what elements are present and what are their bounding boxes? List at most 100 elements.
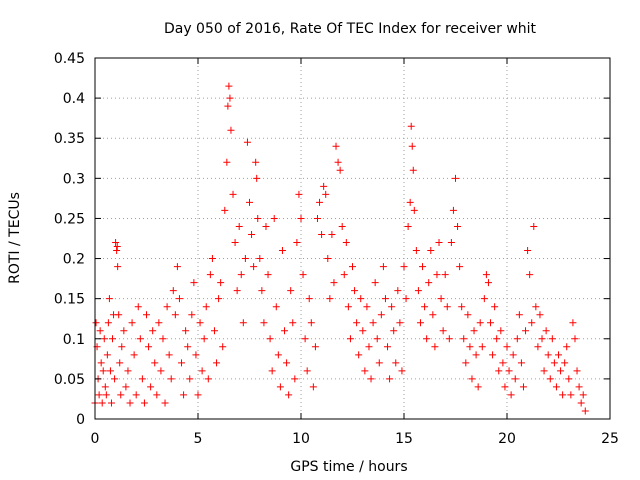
data-point xyxy=(291,375,299,383)
data-point xyxy=(239,319,247,327)
data-point xyxy=(278,247,286,255)
data-point xyxy=(100,335,108,343)
data-point xyxy=(349,263,356,271)
data-point xyxy=(567,391,575,399)
data-point xyxy=(210,327,218,335)
data-point xyxy=(105,295,113,303)
data-point xyxy=(301,335,309,343)
data-point xyxy=(433,271,441,279)
data-point xyxy=(311,343,319,351)
data-point xyxy=(441,271,449,279)
data-point xyxy=(484,279,492,287)
data-point xyxy=(178,359,186,367)
data-point xyxy=(113,243,121,251)
data-point xyxy=(447,239,455,247)
data-point xyxy=(299,271,307,279)
data-point xyxy=(482,271,490,279)
data-point xyxy=(264,271,272,279)
data-point xyxy=(303,367,311,375)
data-point xyxy=(225,82,233,90)
data-point xyxy=(472,351,480,359)
data-point xyxy=(340,271,348,279)
data-point xyxy=(318,230,326,238)
data-point xyxy=(501,383,509,391)
data-point xyxy=(363,303,371,311)
data-point xyxy=(493,335,501,343)
data-point xyxy=(118,343,126,351)
data-point xyxy=(386,375,394,383)
data-point xyxy=(540,367,548,375)
data-point xyxy=(445,335,453,343)
data-point xyxy=(509,351,517,359)
data-point xyxy=(103,351,111,359)
data-point xyxy=(480,295,488,303)
x-tick-label: 25 xyxy=(601,431,619,447)
data-point xyxy=(507,391,515,399)
data-point xyxy=(344,303,352,311)
data-point xyxy=(425,279,433,287)
data-point xyxy=(470,327,478,335)
data-point xyxy=(394,287,402,295)
data-point xyxy=(194,391,202,399)
data-point xyxy=(336,166,344,174)
data-point xyxy=(456,263,464,271)
data-point xyxy=(322,190,330,198)
data-point xyxy=(140,399,148,407)
data-point xyxy=(112,239,120,247)
data-point xyxy=(117,391,125,399)
data-point xyxy=(175,295,183,303)
data-point xyxy=(262,222,270,230)
data-point xyxy=(289,319,297,327)
data-point xyxy=(546,375,554,383)
data-point xyxy=(460,335,468,343)
data-point xyxy=(188,311,196,319)
data-point xyxy=(522,327,530,335)
data-point xyxy=(221,206,229,214)
axis-ticks: 0 0.05 0.1 0.15 0.2 0.25 0.3 0.35 0.4 0.45 0 5 10 15 2… xyxy=(54,51,619,447)
data-point xyxy=(153,391,161,399)
data-point xyxy=(215,295,223,303)
data-point xyxy=(224,102,232,110)
y-tick-label: 0.35 xyxy=(54,131,85,147)
data-point xyxy=(468,375,476,383)
data-point xyxy=(429,311,437,319)
data-point xyxy=(357,295,365,303)
data-point xyxy=(328,230,336,238)
data-point xyxy=(143,311,150,319)
data-point xyxy=(548,335,556,343)
data-point xyxy=(198,367,206,375)
data-point xyxy=(581,407,589,415)
data-point xyxy=(530,222,538,230)
data-point xyxy=(134,303,142,311)
data-point xyxy=(237,271,245,279)
data-point xyxy=(101,383,109,391)
data-point xyxy=(381,295,389,303)
data-point xyxy=(270,214,278,222)
data-point xyxy=(330,279,338,287)
data-point xyxy=(128,319,136,327)
data-points xyxy=(91,82,589,415)
x-tick-label: 0 xyxy=(91,431,100,447)
data-point xyxy=(421,303,429,311)
data-point xyxy=(384,343,392,351)
data-point xyxy=(200,335,208,343)
data-point xyxy=(579,391,587,399)
data-point xyxy=(439,327,447,335)
data-point xyxy=(316,198,324,206)
y-tick-label: 0 xyxy=(76,412,85,428)
data-point xyxy=(407,122,415,130)
data-point xyxy=(409,166,417,174)
data-point xyxy=(388,303,396,311)
data-point xyxy=(182,327,190,335)
data-point xyxy=(519,383,527,391)
data-point xyxy=(320,182,328,190)
data-point xyxy=(524,247,532,255)
data-point xyxy=(248,230,256,238)
data-point xyxy=(213,359,221,367)
y-tick-label: 0.4 xyxy=(63,91,85,107)
data-point xyxy=(497,327,505,335)
data-point xyxy=(147,383,155,391)
